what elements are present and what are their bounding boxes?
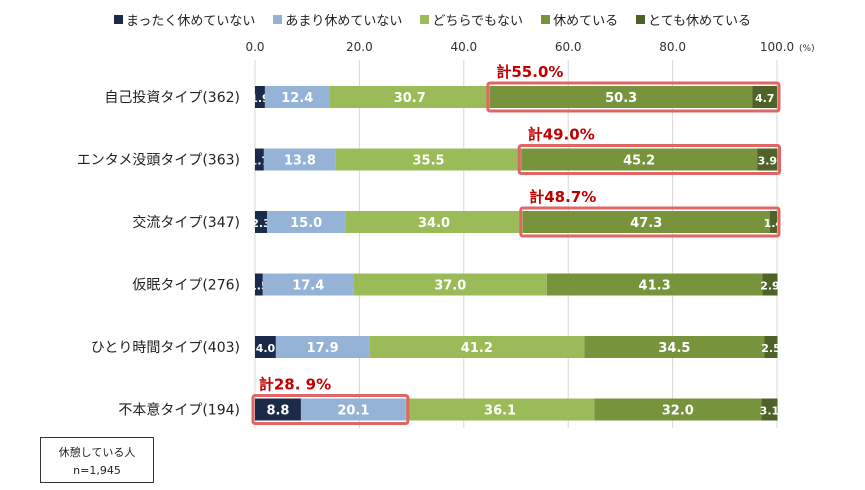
bar-segment: [255, 211, 268, 233]
highlight-box: [486, 81, 781, 113]
legend-swatch: [420, 15, 430, 24]
x-tick-label: 0.0: [245, 40, 264, 54]
data-label: 2.3: [251, 217, 271, 230]
data-label: 12.4: [281, 91, 313, 106]
x-tick-label: 40.0: [450, 40, 477, 54]
legend-label: まったく休めていない: [125, 14, 256, 29]
bar-segment: [255, 148, 264, 171]
bar-segment: [275, 336, 370, 358]
legend-item: とても休めている: [636, 10, 751, 29]
data-label: 41.2: [461, 341, 493, 356]
chart-legend: まったく休めていない あまり休めていない どちらでもない 休めている とても休めている: [0, 10, 865, 29]
bar-segment: [345, 211, 523, 233]
note-line-1: 休憩している人: [58, 445, 136, 459]
data-label: 41.3: [639, 279, 671, 294]
data-label: 1.9: [250, 92, 270, 105]
data-label: 17.9: [307, 341, 339, 356]
category-label: 交流タイプ(347): [132, 214, 240, 231]
data-label: 3.9: [758, 155, 778, 168]
data-label: 15.0: [290, 216, 322, 231]
legend-item: まったく休めていない: [113, 10, 256, 29]
bar-segment: [369, 336, 585, 358]
data-label: 47.3: [630, 216, 662, 231]
x-unit-label: (%): [799, 44, 815, 54]
bar-segment: [752, 86, 777, 108]
data-label: 37.0: [434, 279, 466, 294]
total-annotation: 計49.0%: [528, 126, 595, 144]
bar-segment: [262, 273, 354, 296]
bar-segment: [762, 273, 778, 296]
data-label: 4.0: [256, 342, 276, 355]
bar-segment: [584, 336, 765, 358]
data-label: 2.5: [761, 342, 781, 355]
note-line-2: n=1,945: [73, 463, 121, 477]
data-label: 4.7: [755, 92, 775, 105]
legend-item: あまり休めていない: [273, 10, 402, 29]
legend-swatch: [636, 15, 646, 24]
bar-segment: [761, 398, 778, 421]
legend-label: どちらでもない: [432, 14, 524, 29]
highlight-box: [251, 394, 410, 425]
category-label: 不本意タイプ(194): [118, 402, 240, 419]
bar-segment: [255, 86, 265, 108]
bar-segment: [263, 148, 336, 171]
bar-segment: [489, 86, 753, 108]
bar-segment: [769, 211, 777, 233]
total-annotation: 計48.7%: [529, 188, 596, 206]
bar-segment: [764, 336, 778, 358]
data-label: 34.5: [658, 341, 690, 356]
x-tick-label: 60.0: [555, 40, 582, 54]
bar-segment: [255, 398, 301, 421]
category-label: 仮眠タイプ(276): [132, 278, 240, 294]
legend-item: 休めている: [541, 10, 618, 29]
data-label: 8.8: [266, 404, 289, 419]
bar-segment: [329, 86, 490, 108]
bar-segment: [546, 273, 763, 296]
bar-segment: [757, 148, 778, 171]
bar-segment: [594, 398, 762, 421]
data-label: 32.0: [662, 404, 694, 419]
data-label: 30.7: [394, 91, 426, 106]
data-label: 50.3: [605, 91, 637, 106]
legend-item: どちらでもない: [420, 10, 523, 29]
bar-segment: [255, 273, 263, 296]
total-annotation: 計55.0%: [496, 63, 563, 81]
data-label: 45.2: [623, 154, 655, 169]
data-label: 3.1: [760, 405, 780, 418]
legend-swatch: [273, 15, 283, 24]
highlight-box: [517, 144, 782, 175]
category-label: ひとり時間タイプ(403): [91, 340, 240, 356]
bar-segment: [255, 336, 276, 358]
bar-segment: [264, 86, 330, 108]
data-label: 17.4: [292, 279, 324, 294]
x-tick-label: 100.0: [760, 40, 794, 54]
sample-note: 休憩している人 n=1,945: [40, 437, 154, 483]
bar-segment: [335, 148, 522, 171]
bar-segment: [300, 398, 406, 421]
total-annotation: 計28. 9%: [259, 376, 331, 394]
bar-segment: [522, 211, 770, 233]
legend-label: あまり休めていない: [285, 14, 403, 29]
data-label: 36.1: [484, 404, 516, 419]
legend-label: 休めている: [553, 14, 619, 29]
legend-swatch: [113, 15, 123, 24]
legend-swatch: [541, 15, 551, 24]
bar-segment: [267, 211, 346, 233]
bar-segment: [353, 273, 547, 296]
bar-segment: [521, 148, 758, 171]
category-label: エンタメ没頭タイプ(363): [77, 153, 240, 169]
data-label: 35.5: [413, 154, 445, 169]
data-label: 13.8: [284, 154, 316, 169]
data-label: 20.1: [337, 404, 369, 419]
category-label: 自己投資タイプ(362): [104, 90, 240, 106]
data-label: 34.0: [418, 216, 450, 231]
bar-segment: [405, 398, 595, 421]
legend-label: とても休めている: [648, 14, 752, 29]
x-tick-label: 80.0: [659, 40, 686, 54]
data-label: 2.9: [760, 280, 780, 293]
x-tick-label: 20.0: [346, 40, 373, 54]
highlight-box: [519, 206, 781, 238]
